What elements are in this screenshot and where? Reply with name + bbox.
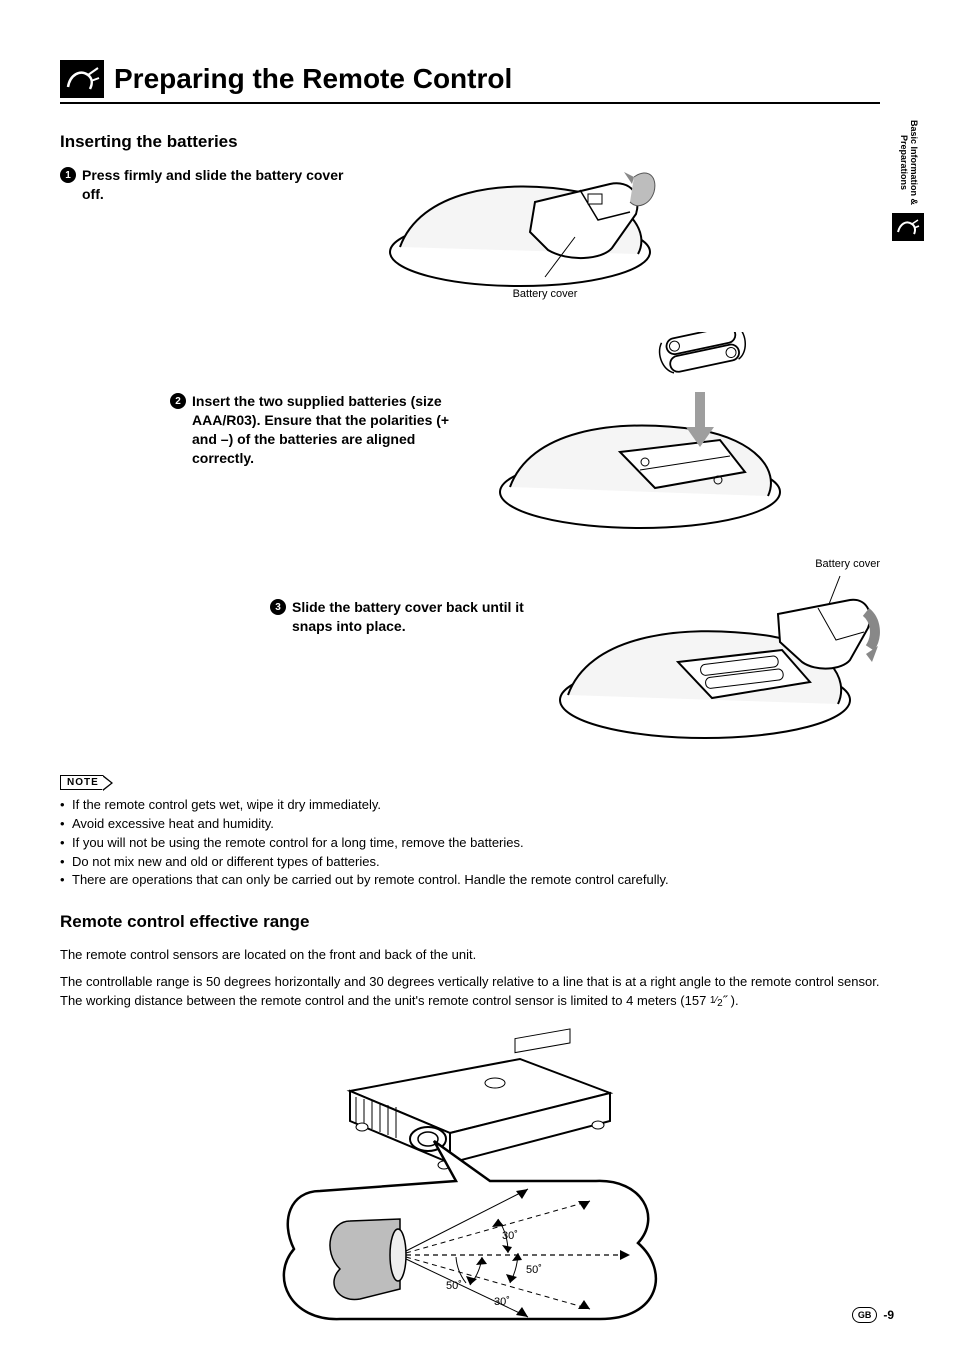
figure-3: Battery cover xyxy=(550,558,890,750)
page-title-row: Preparing the Remote Control xyxy=(60,60,880,104)
note-item: If you will not be using the remote cont… xyxy=(60,834,880,853)
figure-3-caption: Battery cover xyxy=(550,558,890,570)
figure-2 xyxy=(490,332,820,542)
note-item: There are operations that can only be ca… xyxy=(60,871,880,890)
step-2: 2 Insert the two supplied batteries (siz… xyxy=(170,392,460,468)
step-3-text: Slide the battery cover back until it sn… xyxy=(292,598,530,636)
side-tab-line1: Basic Information & xyxy=(909,120,919,205)
step-2-text: Insert the two supplied batteries (size … xyxy=(192,392,460,468)
step-2-num: 2 xyxy=(170,393,186,409)
angle-30-top: 30˚ xyxy=(502,1230,518,1242)
figure-range: 30˚ 50˚ 50˚ 30˚ xyxy=(260,1021,680,1336)
step-1-num: 1 xyxy=(60,167,76,183)
angle-30-bottom: 30˚ xyxy=(494,1296,510,1308)
note-item: If the remote control gets wet, wipe it … xyxy=(60,796,880,815)
note-label-text: NOTE xyxy=(67,777,99,788)
range-para-2a: The controllable range is 50 degrees hor… xyxy=(60,974,879,1008)
figure-1: Battery cover xyxy=(380,122,680,300)
page-footer: GB -9 xyxy=(852,1307,894,1323)
step-3: 3 Slide the battery cover back until it … xyxy=(270,598,530,636)
note-item: Avoid excessive heat and humidity. xyxy=(60,815,880,834)
range-para-1: The remote control sensors are located o… xyxy=(60,946,880,965)
figure-1-caption: Battery cover xyxy=(480,288,610,300)
step-1: 1 Press firmly and slide the battery cov… xyxy=(60,166,350,204)
side-tab: Basic Information & Preparations xyxy=(890,120,926,241)
range-heading: Remote control effective range xyxy=(60,912,880,932)
side-tab-line2: Preparations xyxy=(899,135,909,190)
gb-badge: GB xyxy=(852,1307,878,1323)
angle-50-right: 50˚ xyxy=(526,1264,542,1276)
step-1-text: Press firmly and slide the battery cover… xyxy=(82,166,350,204)
notes-list: If the remote control gets wet, wipe it … xyxy=(60,796,880,890)
angle-50-left: 50˚ xyxy=(446,1280,462,1292)
page-number: -9 xyxy=(883,1308,894,1322)
note-label: NOTE xyxy=(60,775,103,790)
preparations-icon xyxy=(892,213,924,241)
range-para-2e: ˝ ). xyxy=(723,993,739,1008)
title-icon xyxy=(60,60,104,98)
page-title: Preparing the Remote Control xyxy=(114,63,512,95)
side-tab-text: Basic Information & Preparations xyxy=(898,120,918,205)
note-item: Do not mix new and old or different type… xyxy=(60,853,880,872)
step-3-num: 3 xyxy=(270,599,286,615)
range-para-2: The controllable range is 50 degrees hor… xyxy=(60,973,880,1011)
